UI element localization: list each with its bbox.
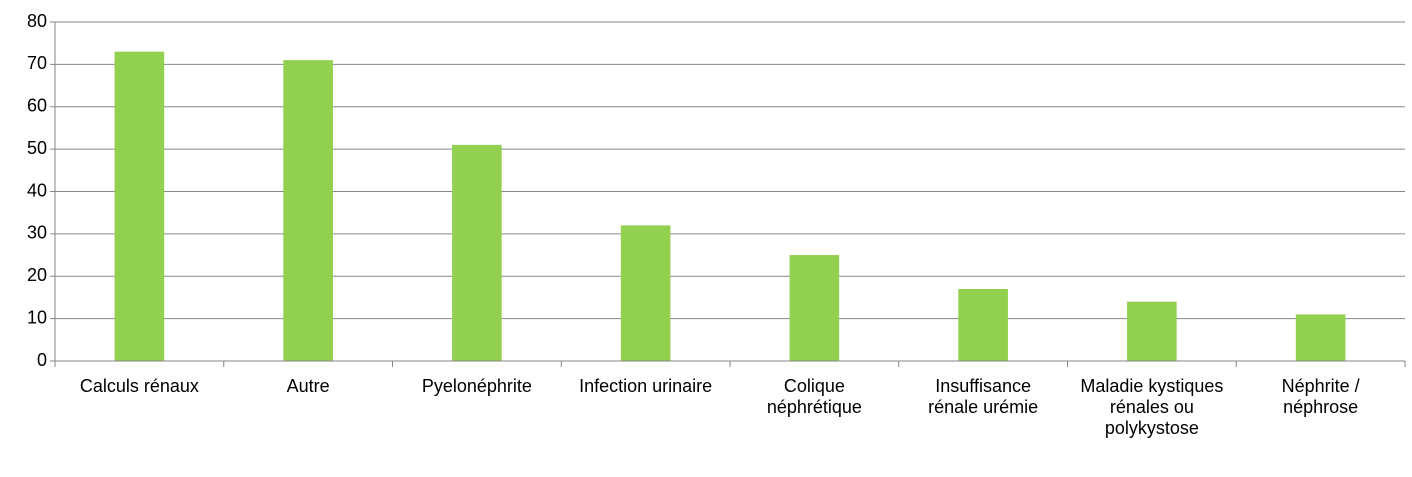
bar [958, 288, 1008, 361]
y-tick-label: 30 [27, 223, 47, 243]
y-tick-label: 0 [37, 350, 47, 370]
x-tick-label: Insuffisance rénale urémie [928, 376, 1039, 417]
bar [283, 60, 333, 361]
x-tick-label: Infection urinaire [579, 376, 713, 396]
y-tick-label: 70 [27, 53, 47, 73]
x-tick-label: Calculs rénaux [79, 376, 199, 396]
y-tick-label: 80 [27, 11, 47, 31]
y-tick-label: 10 [27, 307, 47, 327]
bar [114, 51, 165, 361]
y-tick-label: 20 [27, 265, 47, 285]
x-tick-label: Maladie kystiques rénales ou polykystose [1080, 376, 1224, 438]
bar [452, 144, 502, 361]
x-tick-label: Néphrite / néphrose [1281, 376, 1360, 417]
bar [620, 225, 671, 361]
x-tick-label: Pyelonéphrite [421, 376, 532, 396]
y-tick-label: 50 [27, 138, 47, 158]
bar [1295, 314, 1346, 361]
bar [1127, 301, 1177, 361]
x-tick-label: Colique néphrétique [766, 376, 862, 417]
bar [789, 255, 840, 361]
y-tick-label: 40 [27, 180, 47, 200]
y-tick-label: 60 [27, 96, 47, 116]
x-tick-label: Autre [286, 376, 330, 396]
